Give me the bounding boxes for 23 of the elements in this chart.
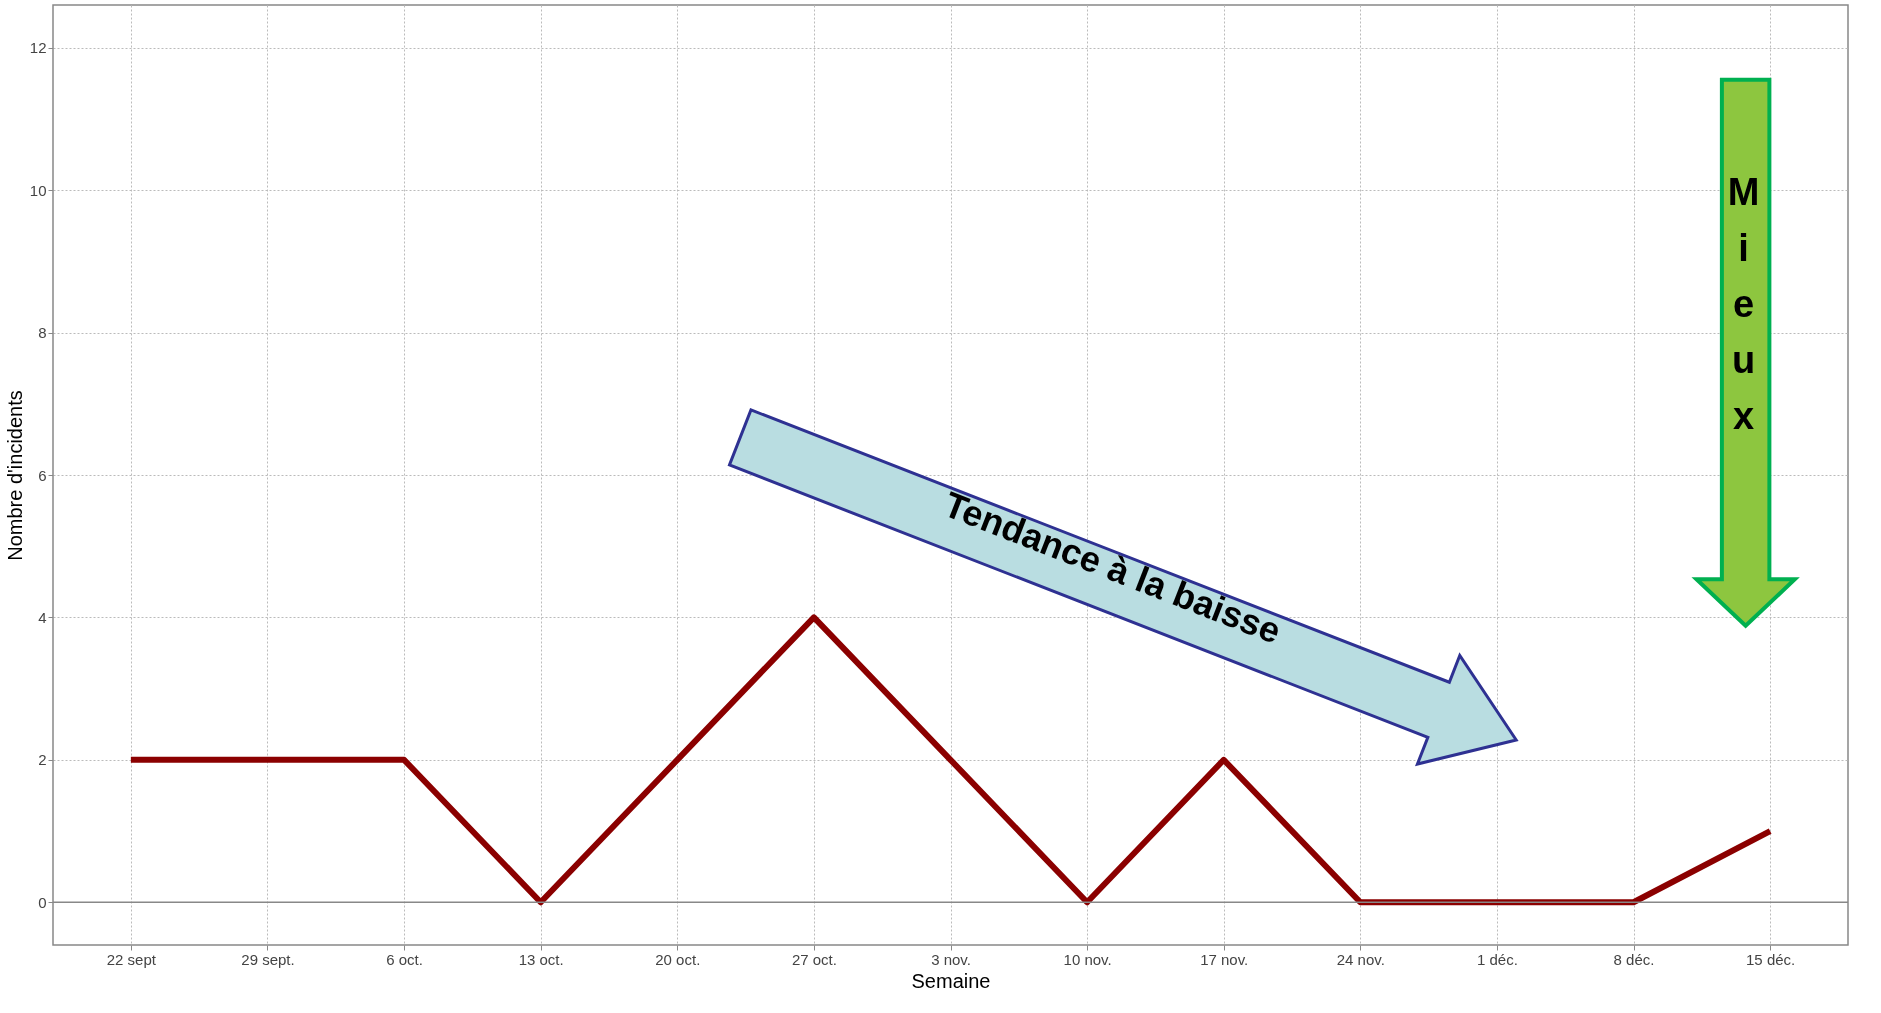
y-tick-label: 4 — [38, 608, 47, 626]
y-tick-label: 10 — [29, 181, 47, 199]
x-tick-label: 27 oct. — [791, 950, 837, 968]
x-tick-label: 29 sept. — [241, 950, 295, 968]
x-tick-label: 17 nov. — [1200, 950, 1249, 968]
x-tick-label: 22 sept — [106, 950, 157, 968]
x-tick-label: 8 déc. — [1613, 950, 1655, 968]
x-tick-label: 13 oct. — [518, 950, 564, 968]
x-tick-label: 15 déc. — [1746, 950, 1796, 968]
y-tick-label: 0 — [38, 893, 47, 911]
x-tick-label: 10 nov. — [1063, 950, 1112, 968]
y-tick-label: 2 — [38, 751, 47, 769]
annotation: Mieux — [1727, 170, 1760, 437]
x-axis-title: Semaine — [911, 969, 991, 992]
y-tick-label: 8 — [38, 324, 47, 342]
x-tick-label: 3 nov. — [931, 950, 971, 968]
x-tick-label: 24 nov. — [1336, 950, 1385, 968]
y-tick-label: 6 — [38, 466, 47, 484]
y-axis-title: Nombre d'incidents — [3, 390, 26, 561]
x-tick-label: 1 déc. — [1476, 950, 1518, 968]
y-tick-label: 12 — [29, 39, 47, 57]
x-tick-label: 20 oct. — [655, 950, 701, 968]
x-tick-label: 6 oct. — [386, 950, 423, 968]
